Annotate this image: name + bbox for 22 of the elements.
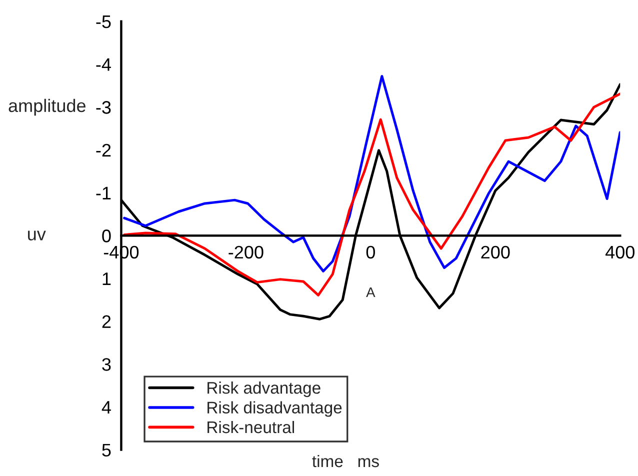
y-tick-label: 2: [102, 315, 111, 328]
x-tick-label: 200: [481, 246, 510, 259]
x-tick-label: 400: [605, 246, 634, 259]
y-tick-label: 0: [102, 230, 111, 242]
y-axis-title: amplitude: [8, 98, 86, 116]
legend-label: Risk advantage: [208, 382, 320, 398]
y-tick-label: -2: [96, 144, 111, 156]
y-tick-label: -1: [96, 186, 111, 200]
y-tick-label: -5: [96, 16, 111, 28]
y-tick-label: 3: [102, 358, 111, 371]
x-tick-label: 0: [366, 246, 375, 259]
x-tick-label: -200: [228, 246, 264, 259]
legend-label: Risk disadvantage: [208, 401, 342, 417]
legend-label: Risk-neutral: [208, 420, 294, 434]
y-tick-label: -3: [96, 101, 111, 114]
y-tick-label: 1: [102, 272, 111, 285]
y-tick-label: -4: [96, 58, 111, 71]
y-tick-label: 5: [102, 444, 111, 457]
text: uv: [28, 230, 46, 240]
y-tick-label: 4: [102, 401, 111, 414]
x-axis-title: time ms: [312, 454, 379, 468]
annotation: A: [366, 287, 376, 298]
